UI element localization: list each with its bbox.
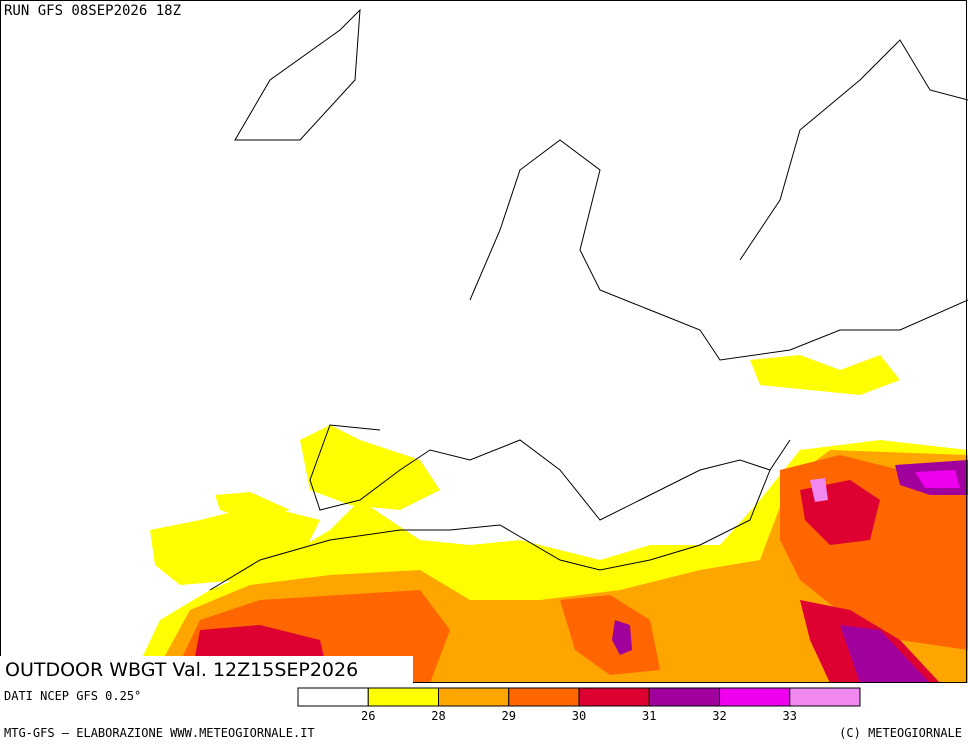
legend-tick-label: 33: [783, 709, 797, 723]
area: [612, 620, 632, 655]
legend-tick-label: 30: [572, 709, 586, 723]
area: [750, 355, 900, 395]
legend: 26 28 29 30 31 32 33: [297, 687, 861, 723]
area: [915, 470, 960, 488]
legend-swatch: [578, 687, 650, 707]
legend-swatch: [297, 687, 369, 707]
source-label: DATI NCEP GFS 0.25°: [4, 689, 141, 703]
coastline: [469, 139, 968, 361]
area: [810, 478, 828, 502]
legend-tick-label: 31: [642, 709, 656, 723]
legend-tick-label: 29: [502, 709, 516, 723]
coastline: [234, 8, 361, 141]
map-frame: [0, 0, 967, 683]
area: [215, 492, 290, 520]
area: [300, 425, 440, 510]
run-label: RUN GFS 08SEP2026 18Z: [4, 3, 181, 19]
legend-tick-label: 28: [431, 709, 445, 723]
legend-swatch: [438, 687, 510, 707]
map: [130, 8, 968, 683]
title-box: [0, 656, 413, 683]
legend-tick-label: 32: [712, 709, 726, 723]
footer-right: (C) METEOGIORNALE: [839, 726, 962, 740]
coastline: [309, 424, 791, 521]
footer-left: MTG-GFS — ELABORAZIONE WWW.METEOGIORNALE…: [4, 726, 315, 740]
legend-swatch: [648, 687, 720, 707]
legend-swatch: [789, 687, 861, 707]
area: [840, 625, 930, 683]
area: [150, 505, 320, 585]
coastline: [209, 469, 771, 591]
legend-swatch: [508, 687, 580, 707]
map-title: OUTDOOR WBGT Val. 12Z15SEP2026: [5, 659, 358, 681]
legend-swatch: [367, 687, 439, 707]
legend-swatch: [719, 687, 791, 707]
coastline: [739, 39, 968, 261]
legend-tick-label: 26: [361, 709, 375, 723]
area: [560, 595, 660, 675]
